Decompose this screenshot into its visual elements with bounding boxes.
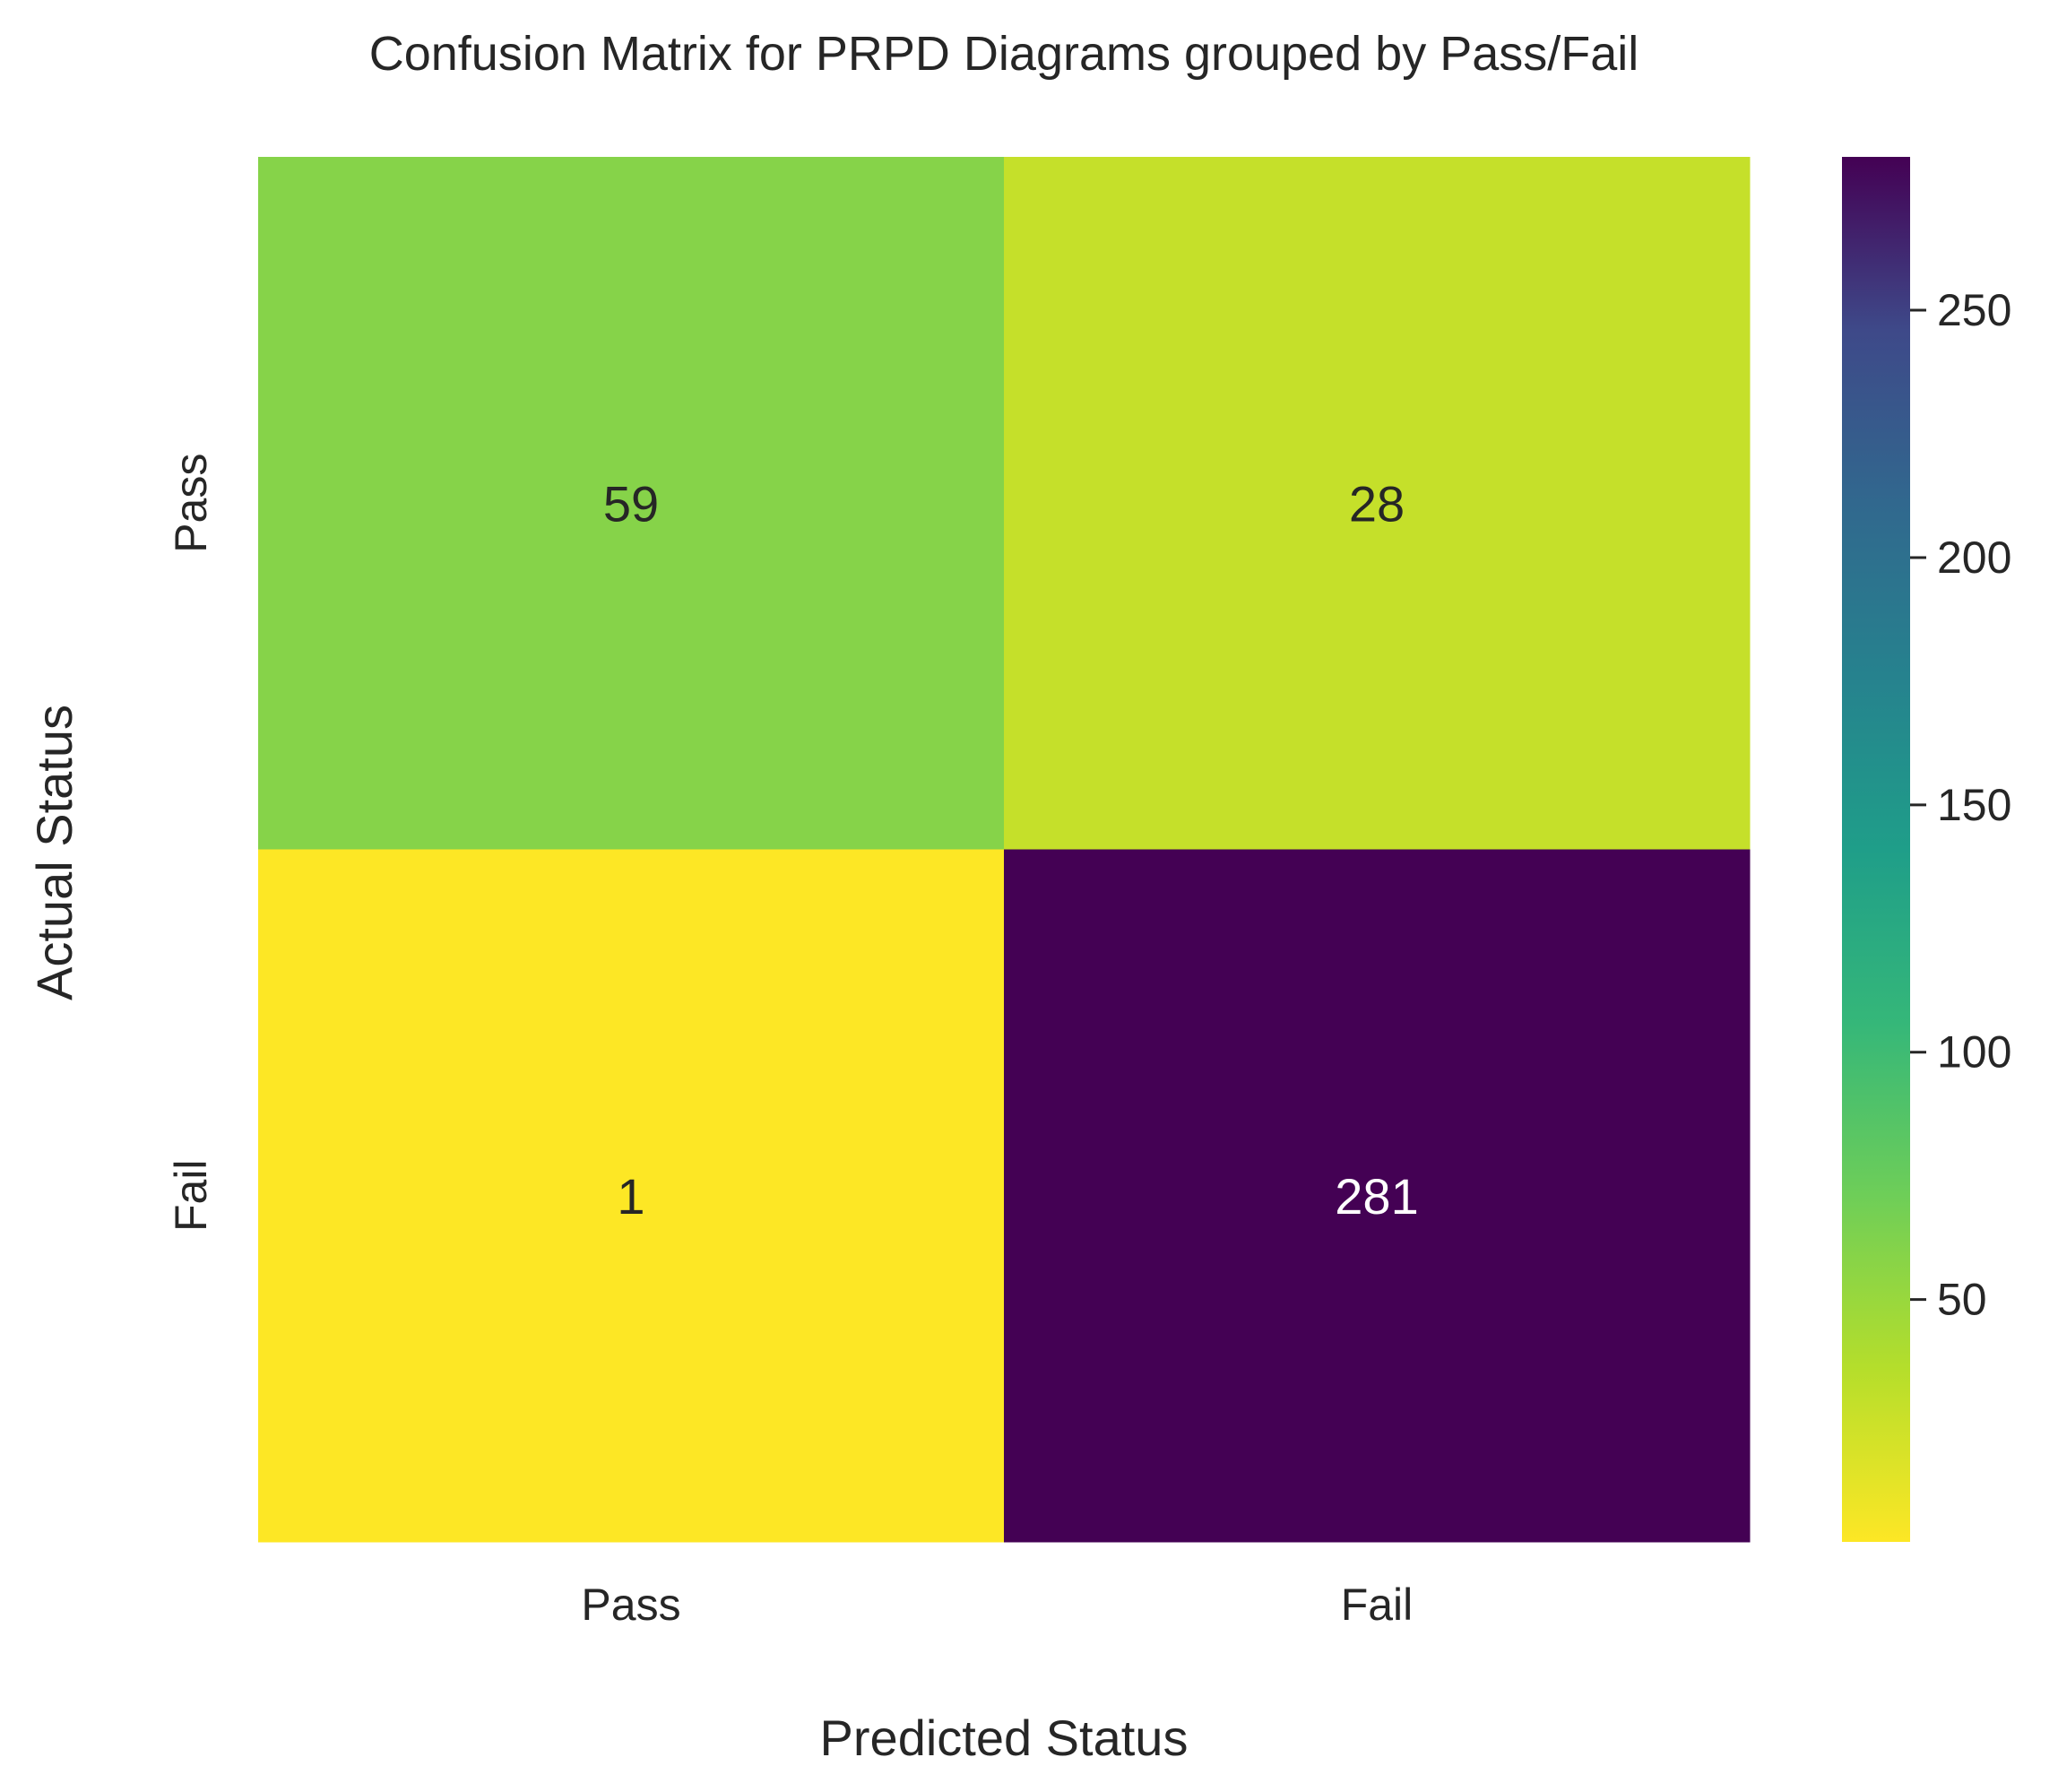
heatmap-cell (1004, 849, 1751, 1543)
cell-value-label: 59 (603, 475, 659, 532)
cell-value-label: 1 (617, 1168, 644, 1225)
x-tick-label: Pass (581, 1580, 680, 1630)
y-tick-label: Pass (166, 454, 216, 553)
cell-value-label: 28 (1349, 475, 1405, 532)
colorbar-ticks: 50 100 150 200 250 (1910, 285, 2011, 1325)
y-tick-labels: Pass Fail (166, 454, 216, 1232)
colorbar-tick-label: 200 (1937, 532, 2011, 583)
heatmap-cell (258, 157, 1005, 850)
x-axis-label: Predicted Status (820, 1710, 1189, 1766)
colorbar-tick-label: 250 (1937, 285, 2011, 335)
colorbar-tick-label: 150 (1937, 780, 2011, 830)
heatmap-cell (1004, 157, 1751, 850)
y-tick-label: Fail (166, 1159, 216, 1232)
chart-title: Confusion Matrix for PRPD Diagrams group… (369, 27, 1639, 81)
y-axis-label: Actual Status (26, 705, 82, 1000)
x-tick-labels: Pass Fail (581, 1580, 1413, 1630)
colorbar-tick-label: 100 (1937, 1027, 2011, 1078)
colorbar (1842, 157, 1910, 1542)
cell-value-label: 281 (1335, 1168, 1418, 1225)
heatmap-cell (258, 849, 1005, 1543)
heatmap-cell-labels: 59 281 281 (603, 475, 1419, 1225)
colorbar-tick-label: 50 (1937, 1275, 1987, 1325)
heatmap-cells (258, 157, 1751, 1543)
x-tick-label: Fail (1341, 1580, 1414, 1630)
